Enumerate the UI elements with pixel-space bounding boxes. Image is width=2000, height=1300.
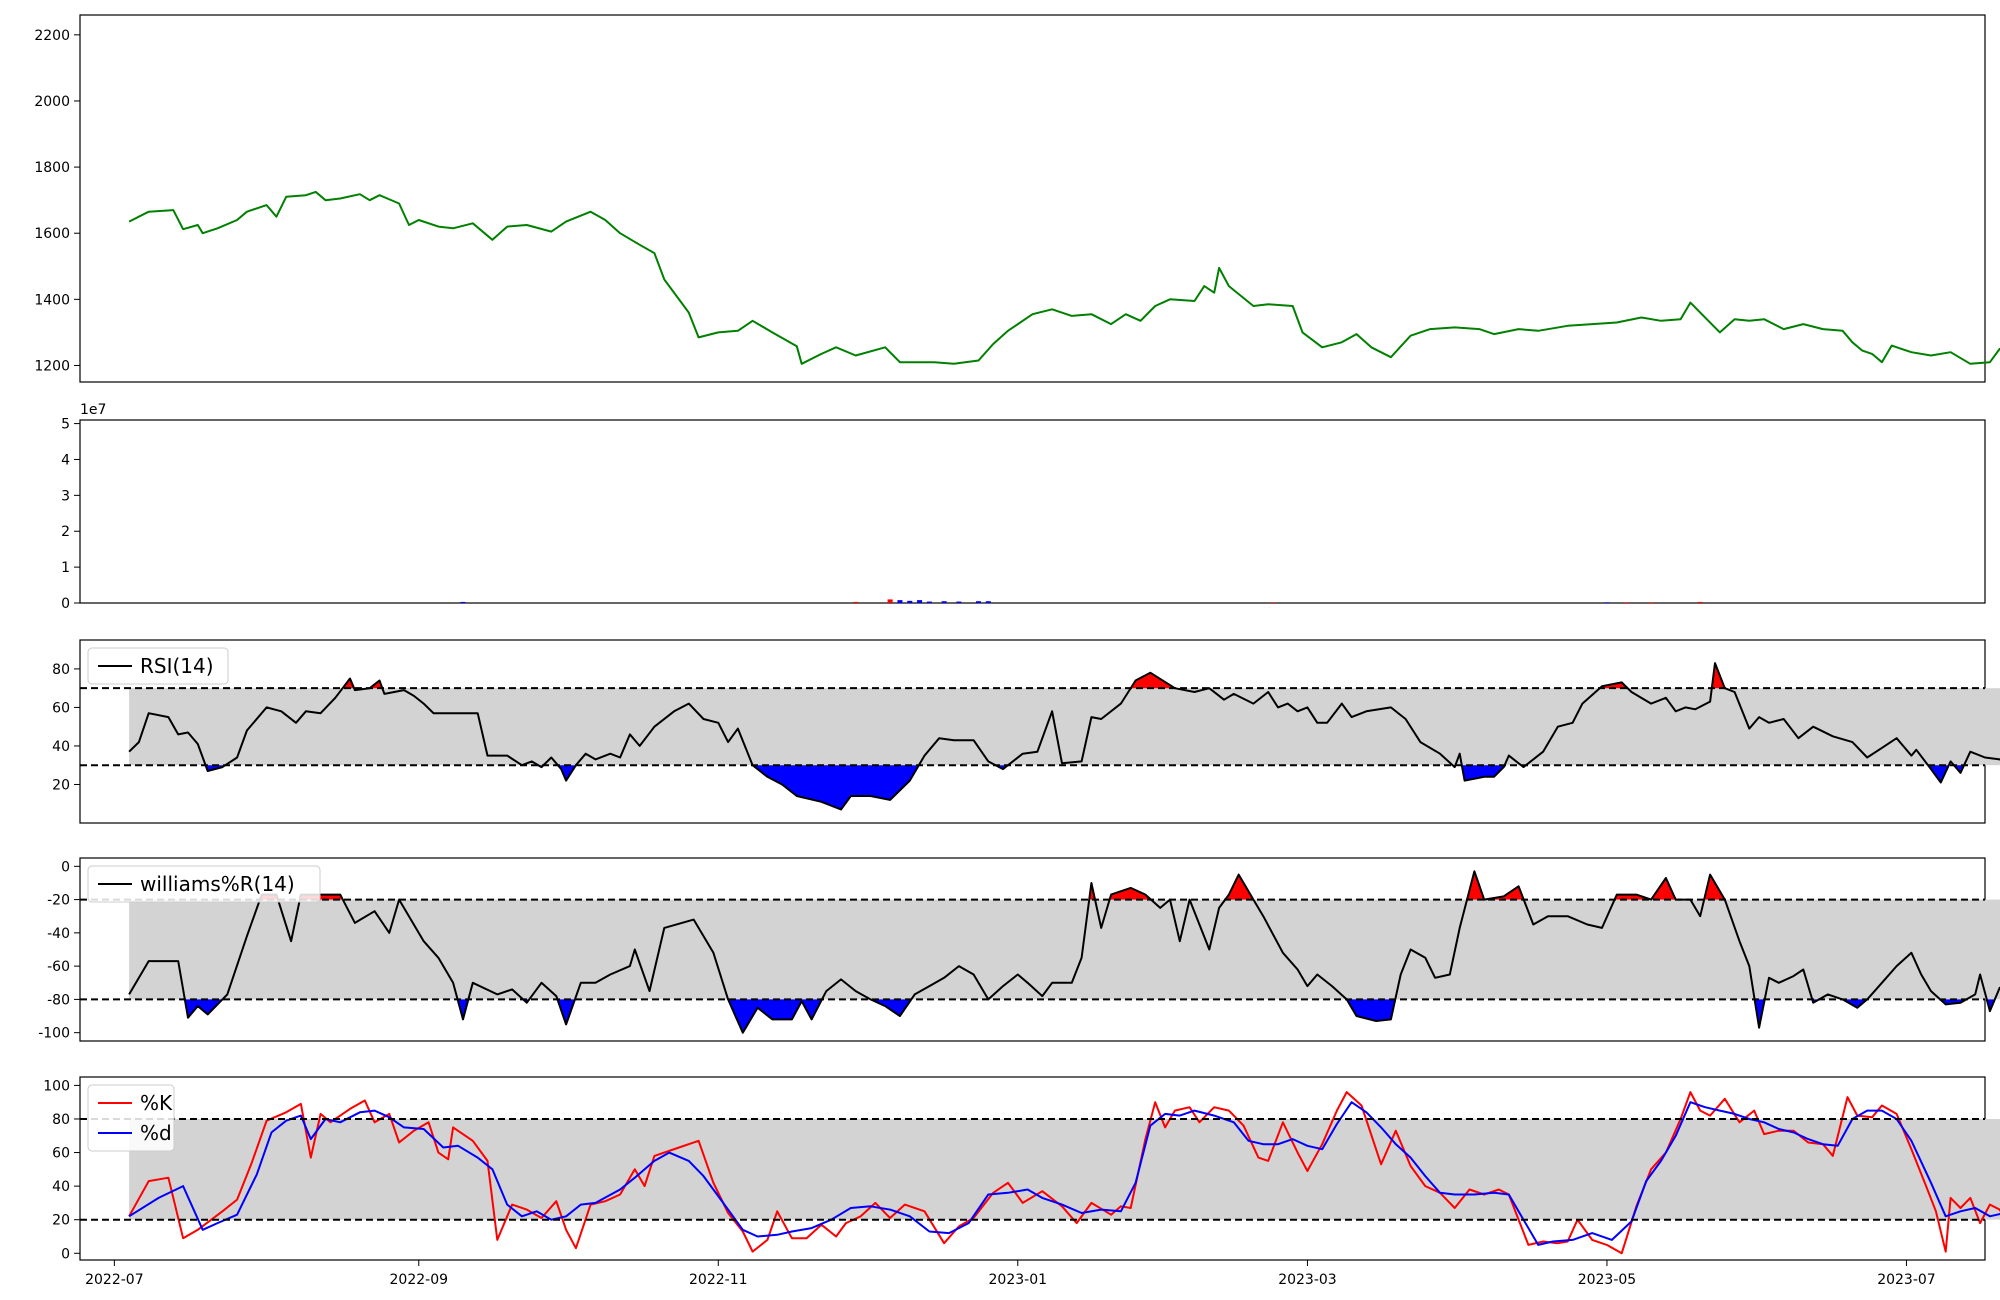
volume-bar [941, 601, 947, 603]
williams-ytick-label: -60 [47, 959, 70, 975]
williams-overbought-fill [1467, 871, 1485, 900]
x-tick-label: 2023-03 [1278, 1272, 1337, 1288]
volume-bar [1270, 602, 1276, 603]
x-tick-label: 2022-11 [689, 1272, 748, 1288]
volume-ytick-label: 5 [61, 417, 70, 433]
williams-ytick-label: -80 [47, 992, 70, 1008]
price-panel-frame [79, 14, 1986, 383]
rsi-ytick-label: 80 [52, 662, 70, 678]
stochastic-legend [87, 1084, 175, 1152]
williams-legend-label: williams%R(14) [140, 872, 295, 896]
volume-bar [897, 600, 903, 603]
volume-bar [926, 601, 932, 603]
volume-bar [1604, 602, 1610, 603]
volume-ytick-label: 4 [61, 452, 70, 468]
williams-oversold-fill [457, 999, 469, 1020]
williams-oversold-fill [1754, 999, 1765, 1028]
williams-oversold-fill [728, 999, 822, 1033]
williams-neutral-band [129, 899, 2000, 1000]
d-line [128, 1101, 2000, 1246]
williams-overbought-fill [1651, 878, 1676, 900]
k-legend-label: %K [140, 1091, 173, 1115]
volume-bar [975, 601, 981, 603]
k-line [128, 1091, 2000, 1255]
volume-bar [1624, 602, 1630, 603]
volume-bar [1648, 602, 1654, 603]
rsi-legend [87, 647, 229, 685]
volume-ytick-label: 2 [61, 524, 70, 540]
price-ytick-label: 1800 [34, 160, 70, 176]
williams-ytick-label: -40 [47, 926, 70, 942]
williams-oversold-fill [557, 999, 575, 1025]
williams-oversold-fill [184, 999, 223, 1018]
rsi-ytick-label: 20 [52, 777, 70, 793]
williams-oversold-fill [1940, 999, 1967, 1005]
stochastic-ytick-label: 40 [52, 1179, 70, 1195]
volume-bar [1697, 601, 1703, 603]
x-tick-label: 2023-01 [989, 1272, 1048, 1288]
price-line [128, 190, 2000, 365]
d-legend-label: %d [140, 1121, 172, 1145]
volume-scale-label: 1e7 [80, 402, 106, 418]
volume-bar [460, 601, 466, 603]
williams-line [128, 870, 2000, 1034]
price-ytick-label: 1600 [34, 226, 70, 242]
rsi-oversold-fill [1928, 765, 1949, 783]
price-ytick-label: 2200 [34, 28, 70, 44]
plot-layer: 1200 1400 1600 1800 2000 2200 0 1 2 3 4 5 20 40 60 80 0 -… [34, 14, 2000, 1288]
stochastic-neutral-band [129, 1118, 2000, 1220]
volume-bar [985, 601, 991, 603]
volume-panel-frame [79, 419, 1986, 604]
price-ytick-label: 1200 [34, 358, 70, 374]
volume-ytick-label: 3 [61, 488, 70, 504]
rsi-overbought-fill [1130, 672, 1175, 689]
volume-bar [907, 600, 913, 603]
price-ytick-label: 2000 [34, 94, 70, 110]
rsi-ytick-label: 40 [52, 739, 70, 755]
x-tick-label: 2023-07 [1877, 1272, 1936, 1288]
williams-ytick-label: -20 [47, 893, 70, 909]
williams-legend [87, 865, 321, 903]
rsi-overbought-fill [1599, 682, 1628, 689]
volume-bar [917, 600, 923, 603]
williams-overbought-fill [1109, 887, 1151, 900]
stochastic-ytick-label: 20 [52, 1213, 70, 1229]
williams-ytick-label: 0 [61, 859, 70, 875]
rsi-ytick-label: 60 [52, 700, 70, 716]
volume-bar [887, 599, 893, 603]
stochastic-ytick-label: 60 [52, 1146, 70, 1162]
rsi-line [128, 662, 2000, 811]
x-tick-label: 2022-09 [390, 1272, 449, 1288]
volume-ytick-label: 1 [61, 560, 70, 576]
volume-ytick-label: 0 [61, 596, 70, 612]
williams-overbought-fill [1225, 874, 1254, 900]
williams-ytick-label: -100 [38, 1026, 70, 1042]
volume-bar [956, 601, 962, 603]
x-tick-label: 2023-05 [1578, 1272, 1637, 1288]
volume-bar [853, 601, 859, 603]
rsi-legend-label: RSI(14) [140, 654, 214, 678]
williams-overbought-fill [1614, 894, 1652, 900]
x-tick-label: 2022-07 [85, 1272, 144, 1288]
rsi-oversold-fill [752, 765, 919, 810]
stochastic-ytick-label: 0 [61, 1246, 70, 1262]
price-ytick-label: 1400 [34, 292, 70, 308]
rsi-neutral-band [129, 688, 2000, 766]
williams-oversold-fill [1842, 999, 1868, 1008]
stochastic-ytick-label: 100 [43, 1078, 70, 1094]
rsi-oversold-fill [557, 765, 576, 781]
stochastic-ytick-label: 80 [52, 1112, 70, 1128]
